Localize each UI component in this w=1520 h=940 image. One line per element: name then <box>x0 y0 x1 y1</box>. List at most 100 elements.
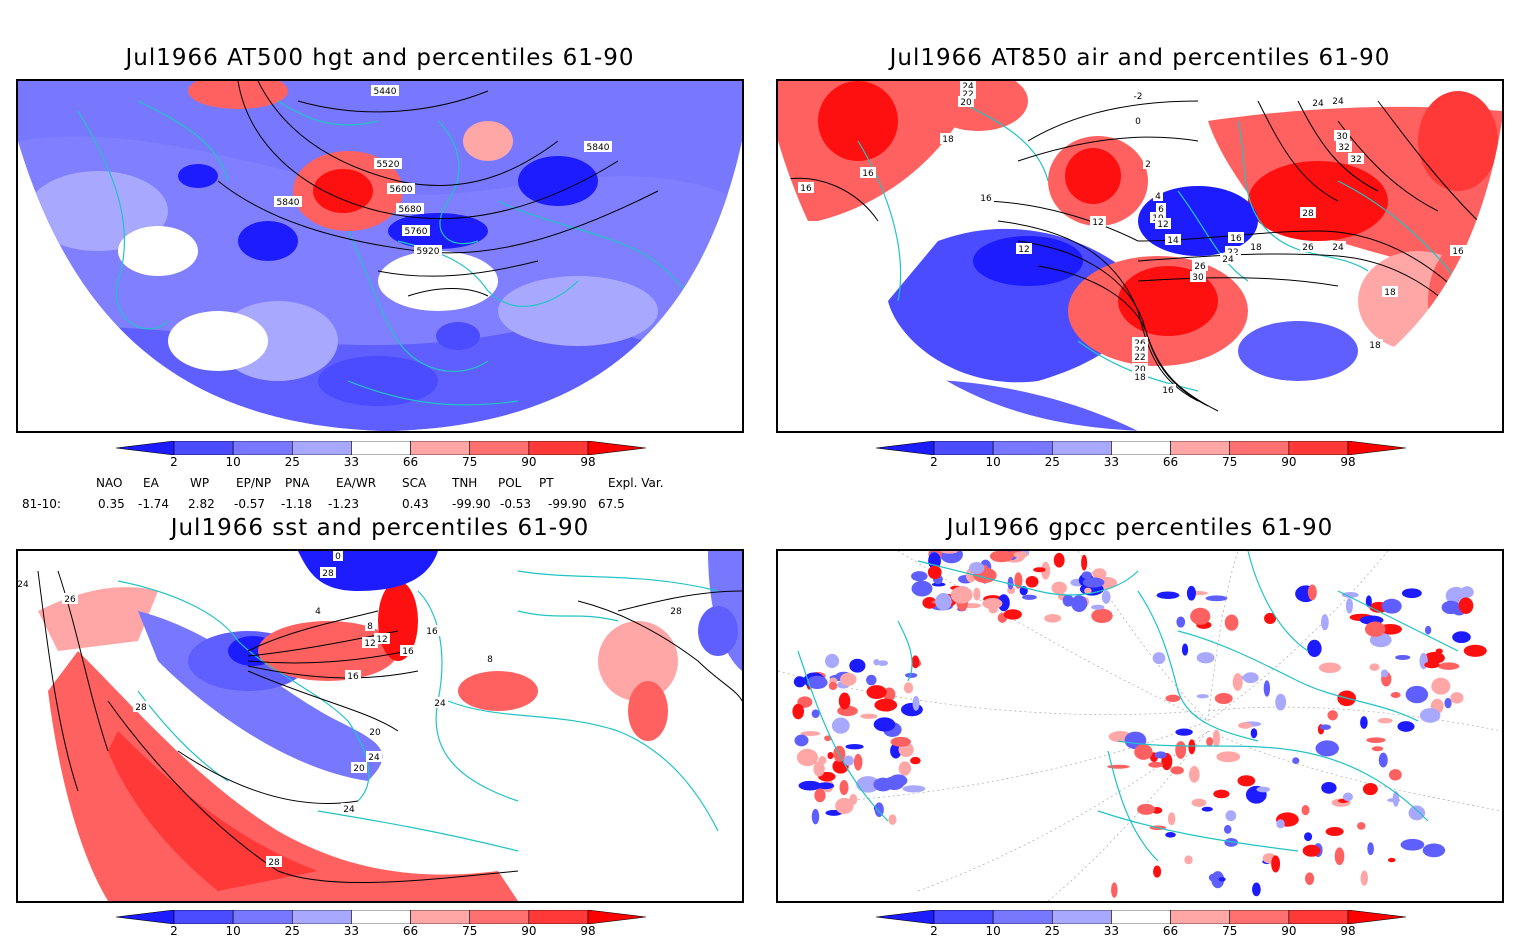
precip-anomaly-patch <box>1134 744 1153 760</box>
svg-text:5840: 5840 <box>277 198 300 208</box>
precip-anomaly-patch <box>866 685 887 700</box>
panel-title-sst: Jul1966 sst and percentiles 61-90 <box>170 515 590 541</box>
colorbar-label: 66 <box>1162 455 1179 469</box>
precip-anomaly-patch <box>900 702 923 717</box>
index-header: POL <box>498 476 522 490</box>
precip-anomaly-patch <box>839 779 849 796</box>
contour-label: 24 <box>341 803 357 815</box>
precip-anomaly-patch <box>856 776 880 793</box>
precip-anomaly-patch <box>1378 752 1388 768</box>
precip-anomaly-patch <box>1153 865 1162 878</box>
precip-anomaly-patch <box>982 598 1003 610</box>
svg-text:4: 4 <box>315 607 321 617</box>
precip-anomaly-patch <box>1242 672 1259 684</box>
contour-label: 12 <box>1090 216 1106 228</box>
colorbar-segment <box>1051 440 1112 456</box>
precip-anomaly-patch <box>1405 685 1429 704</box>
colorbar-label: 90 <box>1281 924 1297 938</box>
precip-anomaly-patch <box>898 761 912 776</box>
precip-anomaly-patch <box>1071 595 1088 612</box>
precip-anomaly-patch <box>1381 598 1402 614</box>
precip-anomaly-patch <box>1342 792 1353 802</box>
svg-text:12: 12 <box>1092 218 1103 228</box>
precip-anomaly-patch <box>1051 581 1067 595</box>
precip-anomaly-patch <box>890 736 911 747</box>
contour-label: -2 <box>1130 90 1146 102</box>
svg-text:26: 26 <box>64 595 76 605</box>
map-air-canvas <box>778 81 1502 431</box>
svg-text:20: 20 <box>960 98 972 108</box>
precip-anomaly-patch <box>873 717 896 732</box>
precip-anomaly-patch <box>1041 561 1051 580</box>
svg-text:24: 24 <box>1312 99 1324 109</box>
precip-anomaly-patch <box>873 658 880 666</box>
svg-text:28: 28 <box>322 569 334 579</box>
precip-anomaly-patch <box>1256 786 1270 793</box>
colorbar-segment <box>469 909 530 925</box>
index-value: -1.18 <box>281 497 313 511</box>
precip-anomaly-patch <box>940 551 963 564</box>
map-air: 2422201816161612120-22461012141618222426… <box>776 79 1504 433</box>
contours-air: 2422201816161612120-22461012141618222426… <box>798 81 1466 396</box>
colorbar-segment <box>232 440 293 456</box>
precip-anomaly-patch <box>1271 855 1281 873</box>
colorbar-segment <box>1111 909 1171 925</box>
svg-text:20: 20 <box>353 764 365 774</box>
precip-anomaly-patch <box>1452 631 1471 644</box>
index-header: NAO <box>96 476 123 490</box>
precip-anomaly-patch <box>1101 590 1111 604</box>
contour-label: 28 <box>668 605 684 617</box>
contour-label: 6 <box>1156 203 1166 215</box>
svg-text:16: 16 <box>1230 234 1242 244</box>
precip-anomaly-patch <box>1369 663 1380 671</box>
precip-anomaly-patch <box>1154 751 1167 759</box>
precip-anomaly-patch <box>890 743 902 759</box>
colorbar-segment <box>232 909 293 925</box>
precip-anomaly-patch <box>1360 716 1368 729</box>
precip-anomaly-patch <box>1463 644 1487 657</box>
contour-label: 5680 <box>396 203 424 215</box>
colorbar-segment <box>528 440 589 456</box>
colorbar-label: 66 <box>402 924 419 938</box>
precip-anomaly-patch <box>1419 708 1441 723</box>
svg-text:16: 16 <box>1162 386 1174 396</box>
contour-label: 30 <box>1190 271 1206 283</box>
precip-anomaly-patch <box>1390 691 1401 699</box>
precip-anomaly-patch <box>1013 551 1028 558</box>
precip-anomaly-patch <box>1315 740 1339 757</box>
colorbar-label: 66 <box>1162 924 1179 938</box>
contour-label: 18 <box>1132 371 1148 383</box>
colorbar-label: 75 <box>1222 924 1238 938</box>
precip-anomaly-patch <box>1305 872 1315 885</box>
colorbar-high-arrow <box>1347 440 1407 456</box>
contour-label: 28 <box>266 856 282 868</box>
contour-label: 5840 <box>584 141 612 153</box>
colorbar-low-arrow <box>875 909 935 925</box>
colorbar-segment <box>992 909 1053 925</box>
contour-label: 22 <box>960 88 976 100</box>
svg-text:18: 18 <box>1250 243 1262 253</box>
precip-anomaly-patch <box>873 777 893 792</box>
precip-anomaly-patch <box>1307 584 1317 601</box>
panel-title-gpcc: Jul1966 gpcc percentiles 61-90 <box>946 515 1334 541</box>
contour-label: 18 <box>1367 339 1383 351</box>
precip-anomaly-patch <box>1424 661 1440 669</box>
colorbar-gpcc: 2 10 25 33 66 75 90 98 <box>875 909 1407 939</box>
colorbar-label: 90 <box>521 924 537 938</box>
precip-anomaly-patch <box>1211 871 1225 889</box>
precip-anomaly-patch <box>1218 877 1226 882</box>
colorbar-label: 75 <box>462 455 478 469</box>
precip-anomaly-patch <box>1320 614 1329 631</box>
precip-anomaly-patch <box>813 761 825 777</box>
precip-anomaly-patch <box>1170 766 1184 775</box>
colorbar-segment <box>351 909 411 925</box>
precip-anomaly-patch <box>849 658 866 673</box>
contour-label: 5600 <box>387 183 415 195</box>
precip-anomaly-patch <box>1367 842 1374 856</box>
contour-label: 4 <box>313 605 323 617</box>
precip-anomaly-patch <box>904 672 918 678</box>
svg-text:16: 16 <box>800 184 812 194</box>
colorbar-segment <box>1229 909 1290 925</box>
contour-label: 12 <box>1155 218 1171 230</box>
colorbar-label: 33 <box>343 455 360 469</box>
